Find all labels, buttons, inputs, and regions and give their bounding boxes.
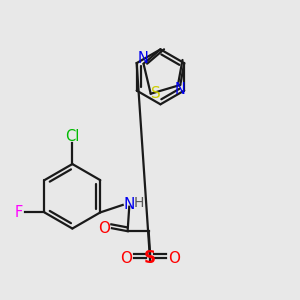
Text: O: O: [168, 250, 180, 266]
Text: Cl: Cl: [65, 129, 80, 144]
Text: H: H: [134, 196, 144, 211]
Text: O: O: [121, 250, 133, 266]
Text: N: N: [124, 197, 135, 212]
Text: F: F: [15, 205, 23, 220]
Text: N: N: [138, 52, 149, 67]
Text: S: S: [144, 249, 156, 267]
Text: O: O: [98, 221, 110, 236]
Text: N: N: [175, 82, 186, 97]
Text: S: S: [151, 86, 160, 101]
